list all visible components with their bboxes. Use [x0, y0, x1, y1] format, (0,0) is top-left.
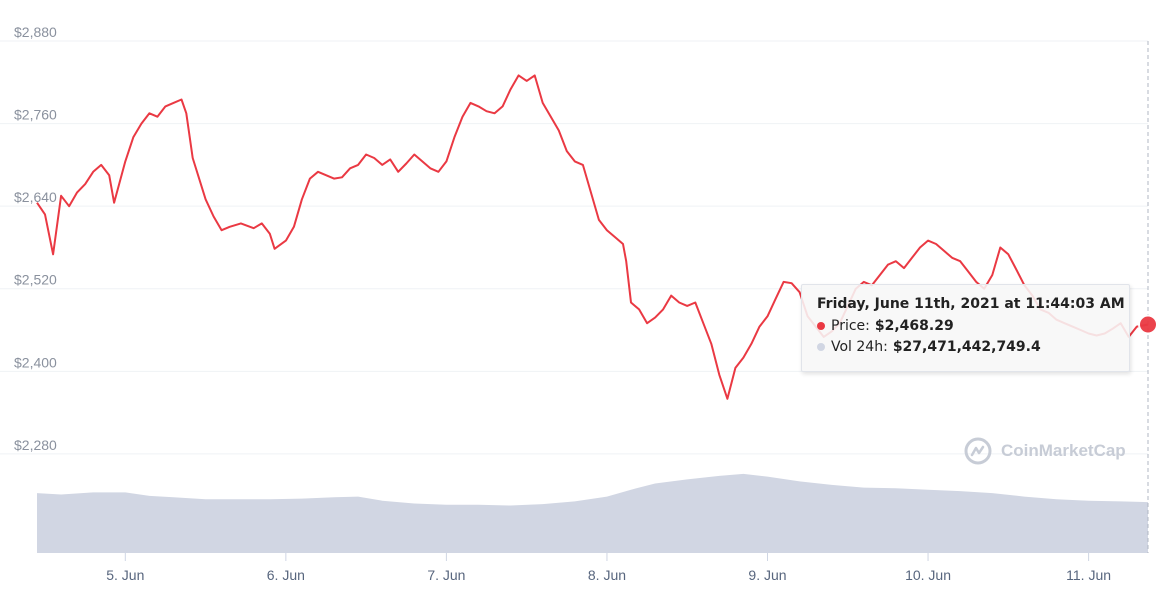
- volume-dot-icon: [817, 343, 825, 351]
- tooltip-title: Friday, June 11th, 2021 at 11:44:03 AM: [817, 296, 1125, 312]
- x-tick-label: 9. Jun: [748, 567, 786, 583]
- x-axis-ticks: [124, 553, 1090, 561]
- x-tick-label: 6. Jun: [267, 567, 305, 583]
- price-line: [36, 74, 1149, 400]
- x-tick-label: 8. Jun: [588, 567, 626, 583]
- price-dot-icon: [817, 322, 825, 330]
- tooltip-price-label: Price:: [831, 318, 870, 334]
- y-tick-label: $2,400: [14, 354, 57, 370]
- y-tick-label: $2,520: [14, 272, 57, 288]
- watermark-text: CoinMarketCap: [1001, 441, 1126, 460]
- x-tick-label: 7. Jun: [427, 567, 465, 583]
- watermark: CoinMarketCap: [963, 436, 1126, 466]
- tooltip-volume-row: Vol 24h: $27,471,442,749.4: [817, 339, 1041, 355]
- volume-area: [37, 473, 1148, 553]
- y-tick-label: $2,640: [14, 189, 57, 205]
- tooltip: Friday, June 11th, 2021 at 11:44:03 AM P…: [801, 284, 1130, 372]
- tooltip-price-row: Price: $2,468.29: [817, 318, 954, 334]
- tooltip-volume-label: Vol 24h:: [831, 339, 888, 355]
- y-tick-label: $2,760: [14, 107, 57, 123]
- x-tick-label: 10. Jun: [905, 567, 951, 583]
- hover-marker[interactable]: [1138, 314, 1158, 335]
- x-axis-labels: 5. Jun 6. Jun 7. Jun 8. Jun 9. Jun 10. Jun 11.…: [106, 567, 1111, 583]
- coinmarketcap-logo-icon: [964, 437, 992, 465]
- tooltip-price-value: $2,468.29: [874, 318, 954, 334]
- tooltip-volume-value: $27,471,442,749.4: [892, 339, 1041, 355]
- y-gridlines: [0, 40, 1148, 455]
- x-tick-label: 11. Jun: [1066, 567, 1111, 583]
- y-axis-labels: $2,280 $2,400 $2,520 $2,640 $2,760 $2,880: [14, 24, 57, 453]
- y-tick-label: $2,280: [14, 437, 57, 453]
- y-tick-label: $2,880: [14, 24, 57, 40]
- x-tick-label: 5. Jun: [106, 567, 144, 583]
